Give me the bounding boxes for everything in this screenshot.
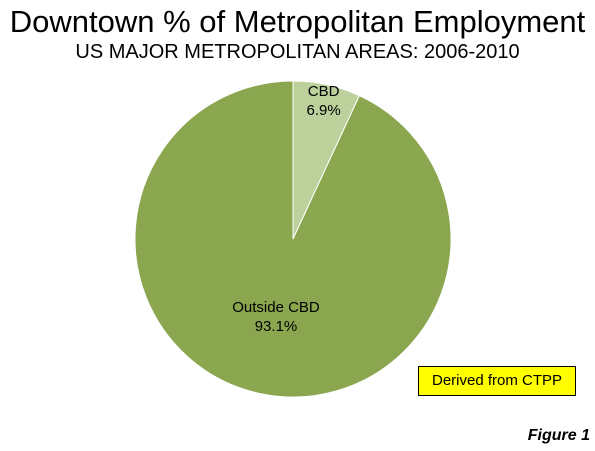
slice-label: CBD [308,83,340,100]
slice-label: Outside CBD [232,299,320,316]
pie-slice-outside-cbd [134,80,452,398]
chart-subtitle: US MAJOR METROPOLITAN AREAS: 2006-2010 [75,41,520,63]
chart-title: Downtown % of Metropolitan Employment [9,4,586,39]
slice-value-label: 6.9% [306,102,340,119]
figure-label: Figure 1 [527,427,590,444]
slice-value-label: 93.1% [255,318,298,335]
pie-slices [134,80,452,398]
source-note: Derived from CTPP [418,366,576,396]
slice-labels: CBD 6.9% Outside CBD 93.1% [232,83,340,335]
